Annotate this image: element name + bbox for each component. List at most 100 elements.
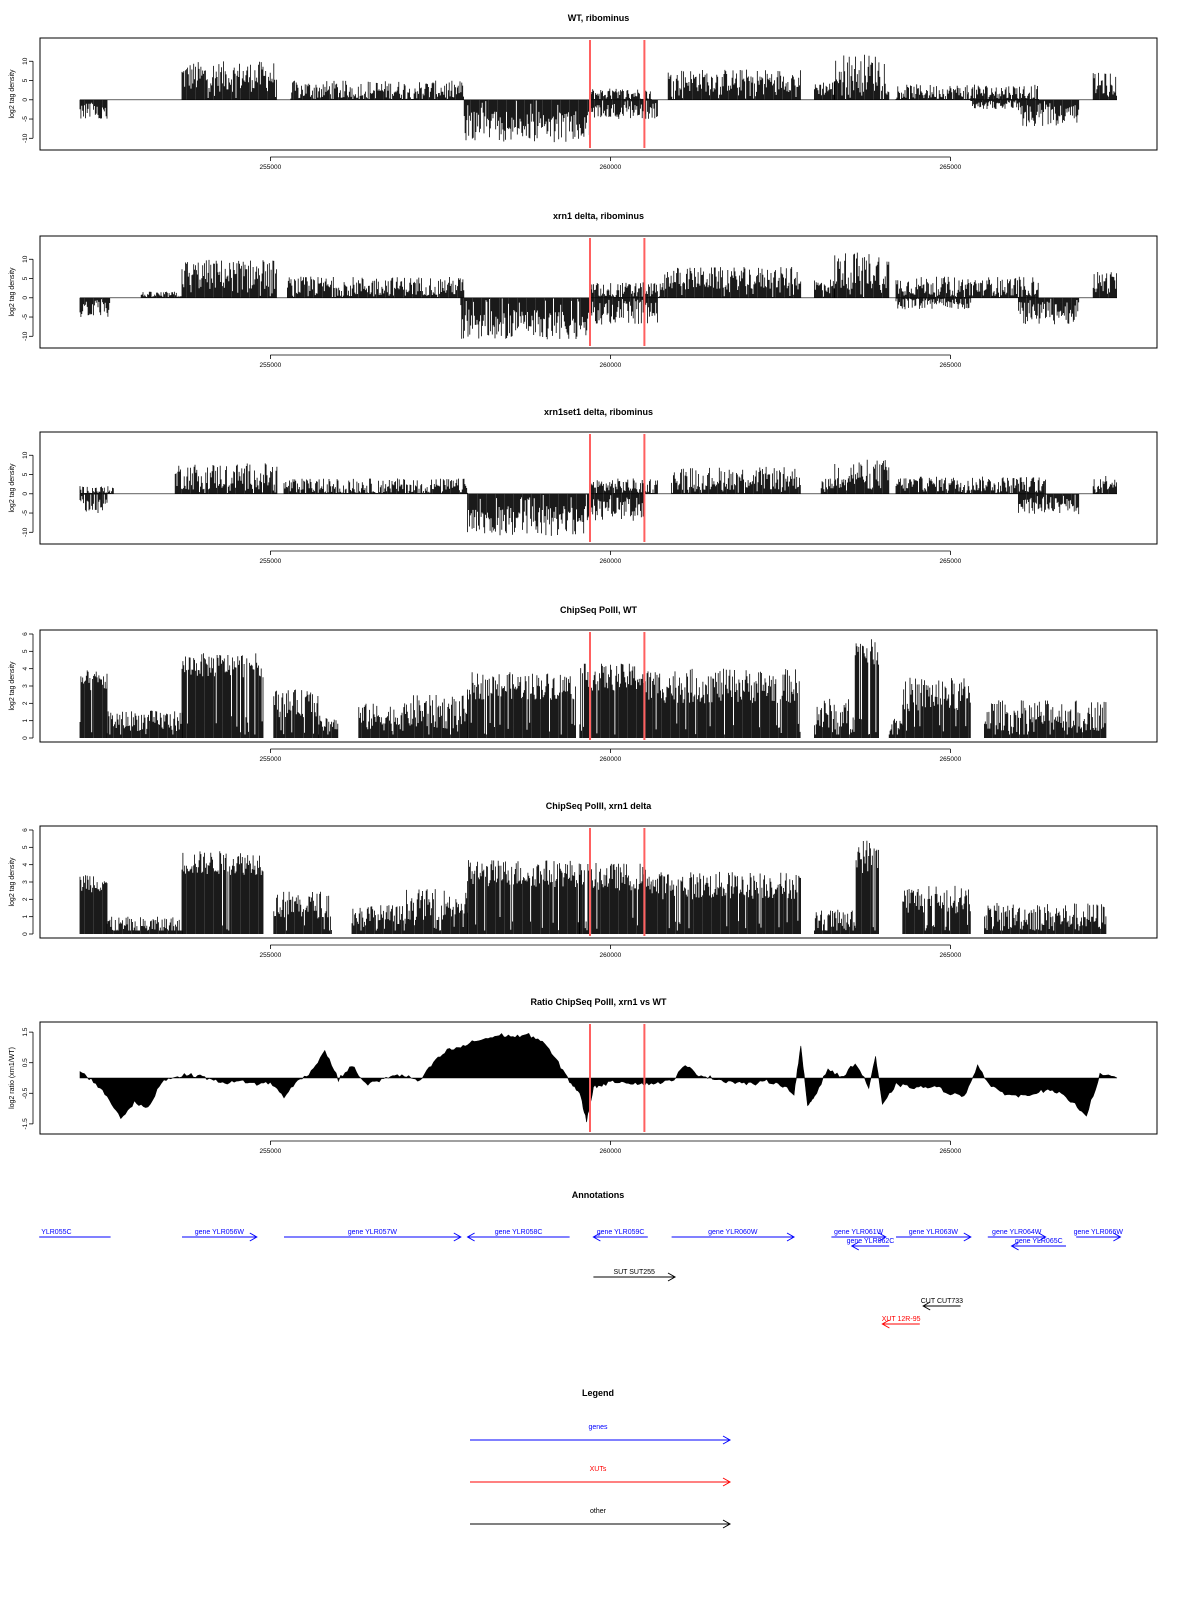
chart-panel-5: ChipSeq PolII, xrn1 delta 0 1 2 3 4 5 6 log2 tag… <box>9 801 1158 959</box>
density-bars <box>589 493 645 521</box>
y-tick-label: -10 <box>22 527 29 537</box>
density-bars <box>984 700 1107 738</box>
density-bars <box>79 99 108 119</box>
density-bars <box>589 99 658 119</box>
density-bars <box>671 466 801 494</box>
density-bars <box>1018 493 1080 515</box>
density-bars <box>181 259 277 298</box>
y-axis-label: log2 tag density <box>9 857 16 907</box>
plot-frame <box>39 37 1158 151</box>
density-bars <box>834 459 890 494</box>
feature-other: CUT CUT733 <box>921 1298 963 1311</box>
density-bars <box>358 703 406 738</box>
feature-gene: gene YLR063W <box>896 1229 972 1242</box>
arrow-head-right-icon <box>1113 1232 1122 1242</box>
series-minus <box>79 493 1080 536</box>
x-tick-label: 260000 <box>600 362 622 369</box>
arrow-head-right-icon <box>1038 1232 1047 1242</box>
x-tick-label: 265000 <box>940 1148 962 1155</box>
y-axis-label: log2 tag density <box>9 661 16 711</box>
arrow-head-right-icon <box>722 1519 732 1529</box>
y-tick-label: 10 <box>22 451 29 459</box>
arrow-head-left-icon <box>592 1232 601 1242</box>
feature-label: gene YLR065C <box>1015 1238 1063 1245</box>
chart-title: xrn1set1 delta, ribominus <box>544 407 653 417</box>
y-tick-label: -5 <box>22 116 29 122</box>
density-bars <box>667 69 801 100</box>
density-bars <box>79 486 114 494</box>
density-bars <box>650 871 801 934</box>
density-bars <box>902 885 971 934</box>
density-bars <box>888 718 904 738</box>
density-bars <box>589 478 658 494</box>
legend-item-label: other <box>590 1508 607 1515</box>
feature-label: gene YLR057W <box>348 1229 398 1236</box>
density-bars <box>467 860 580 934</box>
feature-gene: gene YLR065C <box>1010 1238 1066 1251</box>
density-bars <box>814 698 856 738</box>
y-axis-label: log2 tag density <box>9 69 16 119</box>
feature-label: YLR055C <box>41 1229 71 1236</box>
feature-gene: gene YLR056W <box>182 1229 258 1242</box>
y-tick-label: 4 <box>22 862 29 866</box>
density-bars <box>467 672 576 738</box>
feature-label: XUT 12R-95 <box>882 1316 921 1323</box>
chart-title: Ratio ChipSeq PolII, xrn1 vs WT <box>530 997 667 1007</box>
plot-frame <box>39 431 1158 545</box>
x-tick-label: 265000 <box>940 362 962 369</box>
density-bars <box>467 493 591 536</box>
density-bars <box>79 670 108 738</box>
y-tick-label: 5 <box>22 276 29 280</box>
y-tick-label: -5 <box>22 510 29 516</box>
density-bars <box>967 84 1039 100</box>
x-tick-label: 260000 <box>600 164 622 171</box>
y-tick-label: 5 <box>22 472 29 476</box>
density-bars <box>895 276 1039 298</box>
density-bars <box>273 689 319 738</box>
plot-frame <box>39 629 1158 743</box>
y-tick-label: -10 <box>22 331 29 341</box>
feature-label: gene YLR064W <box>992 1229 1042 1236</box>
y-tick-label: 1.5 <box>22 1027 29 1036</box>
density-bars <box>406 694 468 738</box>
x-tick-label: 255000 <box>260 1148 282 1155</box>
density-bars <box>579 663 645 738</box>
density-bars <box>140 291 183 298</box>
chart-title: ChipSeq PolII, xrn1 delta <box>546 801 653 811</box>
chart-panel-3: xrn1set1 delta, ribominus -10 -5 0 5 10 log2 t… <box>9 407 1158 565</box>
density-bars <box>814 279 835 298</box>
density-bars <box>589 88 652 100</box>
y-tick-label: 2 <box>22 897 29 901</box>
feature-label: gene YLR066W <box>1074 1229 1124 1236</box>
chart-panel-4: ChipSeq PolII, WT 0 1 2 3 4 5 6 log2 tag density… <box>9 605 1158 763</box>
chart-title: ChipSeq PolII, WT <box>560 605 637 615</box>
y-tick-label: 0.5 <box>22 1058 29 1067</box>
feature-label: gene YLR061W <box>834 1229 884 1236</box>
density-bars <box>406 889 468 934</box>
feature-gene: YLR055C <box>39 1229 111 1238</box>
x-tick-label: 260000 <box>600 756 622 763</box>
feature-gene: gene YLR059C <box>592 1229 648 1242</box>
density-bars <box>644 668 801 738</box>
density-bars <box>1018 99 1080 127</box>
density-bars <box>460 297 590 340</box>
feature-label: SUT SUT255 <box>613 1269 655 1276</box>
density-bars <box>854 840 879 934</box>
density-bars <box>174 463 278 494</box>
y-tick-label: 5 <box>22 78 29 82</box>
density-bars <box>181 851 264 934</box>
density-bars <box>79 493 108 513</box>
arrow-head-left-icon <box>850 1241 860 1251</box>
series-plus <box>79 840 1107 934</box>
x-tick-label: 265000 <box>940 952 962 959</box>
density-bars <box>1092 476 1117 494</box>
density-bars <box>902 677 971 738</box>
feature-gene: gene YLR057W <box>284 1229 462 1242</box>
feature-gene: gene YLR061W <box>831 1229 887 1242</box>
feature-label: CUT CUT733 <box>921 1298 963 1305</box>
chart-title: WT, ribominus <box>568 13 630 23</box>
y-tick-label: 6 <box>22 828 29 832</box>
legend-item-label: genes <box>588 1424 608 1431</box>
series-plus <box>181 54 1117 100</box>
